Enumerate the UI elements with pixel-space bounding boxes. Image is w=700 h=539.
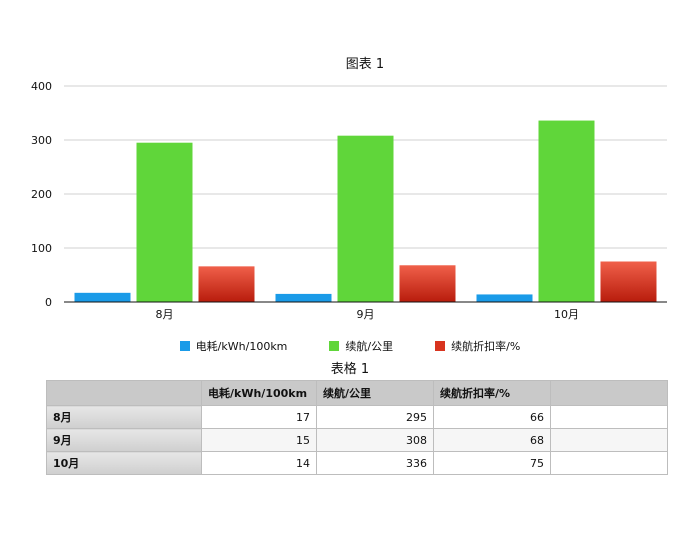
legend-swatch [329, 341, 340, 351]
bar-chart: 图表 1 0 100 200 300 400 8月 9月 10月 [31, 57, 667, 321]
table-cell[interactable]: 75 [433, 451, 551, 475]
y-tick-label: 100 [31, 242, 52, 255]
table-cell[interactable]: 295 [316, 405, 434, 429]
bar [136, 142, 193, 302]
x-tick-label: 8月 [156, 308, 174, 321]
table-cell[interactable]: 68 [433, 428, 551, 452]
bar [337, 135, 394, 302]
table-cell[interactable] [550, 405, 668, 429]
y-axis-ticks: 0 100 200 300 400 [31, 80, 52, 309]
legend: 电耗/kWh/100km 续航/公里 续航折扣率/% [0, 338, 700, 354]
legend-label: 续航折扣率/% [451, 340, 521, 353]
row-label: 8月 [46, 405, 202, 429]
table-header-cell: 续航/公里 [316, 380, 434, 406]
table-cell[interactable]: 336 [316, 451, 434, 475]
legend-swatch [435, 341, 446, 351]
x-tick-label: 10月 [554, 308, 579, 321]
table-header-row: 电耗/kWh/100km 续航/公里 续航折扣率/% [46, 380, 668, 406]
table-row: 9月 15 308 68 [46, 428, 668, 452]
table-header-cell [46, 380, 202, 406]
table-header-cell: 电耗/kWh/100km [201, 380, 317, 406]
table-cell[interactable] [550, 428, 668, 452]
x-tick-label: 9月 [357, 308, 375, 321]
table-cell[interactable]: 17 [201, 405, 317, 429]
x-axis-ticks: 8月 9月 10月 [156, 308, 580, 321]
table-header-cell [550, 380, 668, 406]
bar [74, 292, 131, 302]
legend-label: 续航/公里 [345, 340, 394, 353]
bar [538, 120, 595, 302]
table-header-cell: 续航折扣率/% [433, 380, 551, 406]
bar [198, 266, 255, 302]
y-tick-label: 300 [31, 134, 52, 147]
table-cell[interactable] [550, 451, 668, 475]
table-cell[interactable]: 308 [316, 428, 434, 452]
y-tick-label: 0 [45, 296, 52, 309]
bar [600, 261, 657, 302]
legend-item: 续航/公里 [329, 338, 393, 354]
bar [476, 294, 533, 302]
data-table: 电耗/kWh/100km 续航/公里 续航折扣率/% 8月 17 295 66 … [46, 380, 668, 475]
y-tick-label: 200 [31, 188, 52, 201]
row-label: 9月 [46, 428, 202, 452]
chart-title: 图表 1 [346, 57, 384, 72]
row-label: 10月 [46, 451, 202, 475]
table-cell[interactable]: 14 [201, 451, 317, 475]
table-row: 10月 14 336 75 [46, 451, 668, 475]
table-cell[interactable]: 15 [201, 428, 317, 452]
table-cell[interactable]: 66 [433, 405, 551, 429]
legend-item: 续航折扣率/% [435, 338, 520, 354]
y-tick-label: 400 [31, 80, 52, 93]
legend-item: 电耗/kWh/100km [179, 338, 288, 354]
bar [275, 293, 332, 302]
table-title: 表格 1 [330, 362, 370, 377]
table-row: 8月 17 295 66 [46, 405, 668, 429]
bar [399, 265, 456, 302]
legend-label: 电耗/kWh/100km [195, 340, 288, 353]
bars [74, 120, 657, 302]
legend-swatch [179, 341, 190, 351]
